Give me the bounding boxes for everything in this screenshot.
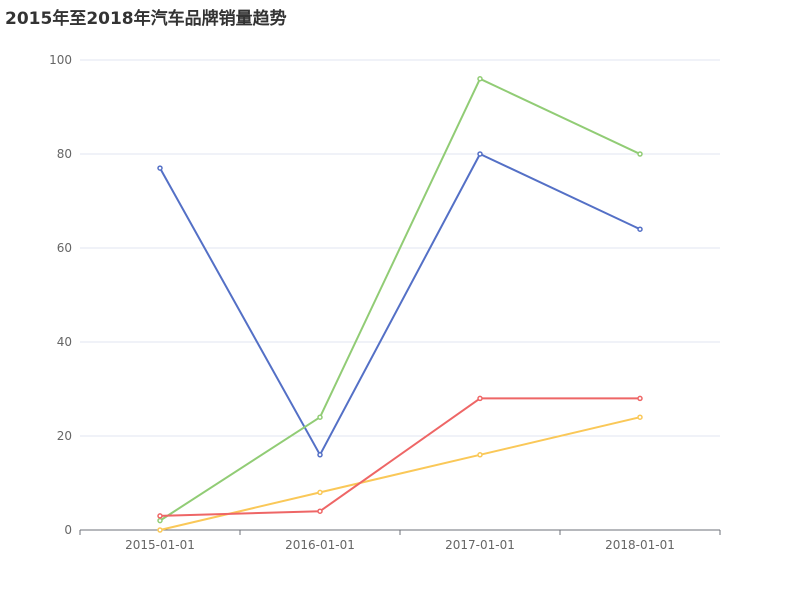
data-point[interactable] [477, 76, 483, 82]
series-line [159, 77, 641, 522]
x-tick-label: 2017-01-01 [445, 538, 515, 552]
y-tick-label: 20 [57, 429, 72, 443]
data-point[interactable] [477, 151, 483, 157]
axes: 0 20 40 60 80 100 2015-01-01 2016-01-01 2017-01-… [49, 53, 721, 552]
series-line [159, 416, 641, 531]
data-point[interactable] [157, 517, 163, 524]
data-point[interactable] [157, 165, 163, 171]
data-point[interactable] [637, 226, 643, 232]
x-tick-label: 2015-01-01 [125, 538, 195, 552]
series-3 [157, 395, 643, 519]
data-point[interactable] [317, 452, 323, 458]
data-point[interactable] [317, 489, 323, 496]
data-point[interactable] [157, 527, 163, 533]
data-point[interactable] [637, 151, 643, 157]
y-tick-label: 40 [57, 335, 72, 349]
data-point[interactable] [157, 513, 163, 519]
y-tick-label: 60 [57, 241, 72, 255]
data-point[interactable] [637, 395, 643, 402]
data-point[interactable] [477, 452, 483, 458]
data-point[interactable] [317, 414, 323, 420]
series-2 [157, 414, 643, 533]
chart-title: 2015年至2018年汽车品牌销量趋势 [5, 9, 287, 29]
y-tick-label: 100 [49, 53, 72, 67]
series-line [159, 153, 641, 456]
series-line [159, 397, 640, 517]
y-tick-label: 0 [64, 523, 72, 537]
x-tick-label: 2018-01-01 [605, 538, 675, 552]
series-1 [157, 76, 643, 524]
data-point[interactable] [317, 508, 323, 514]
x-tick-label: 2016-01-01 [285, 538, 355, 552]
y-tick-label: 80 [57, 147, 72, 161]
series-0 [157, 151, 643, 458]
series-lines [157, 76, 643, 533]
data-point[interactable] [477, 395, 483, 402]
data-point[interactable] [637, 414, 643, 420]
